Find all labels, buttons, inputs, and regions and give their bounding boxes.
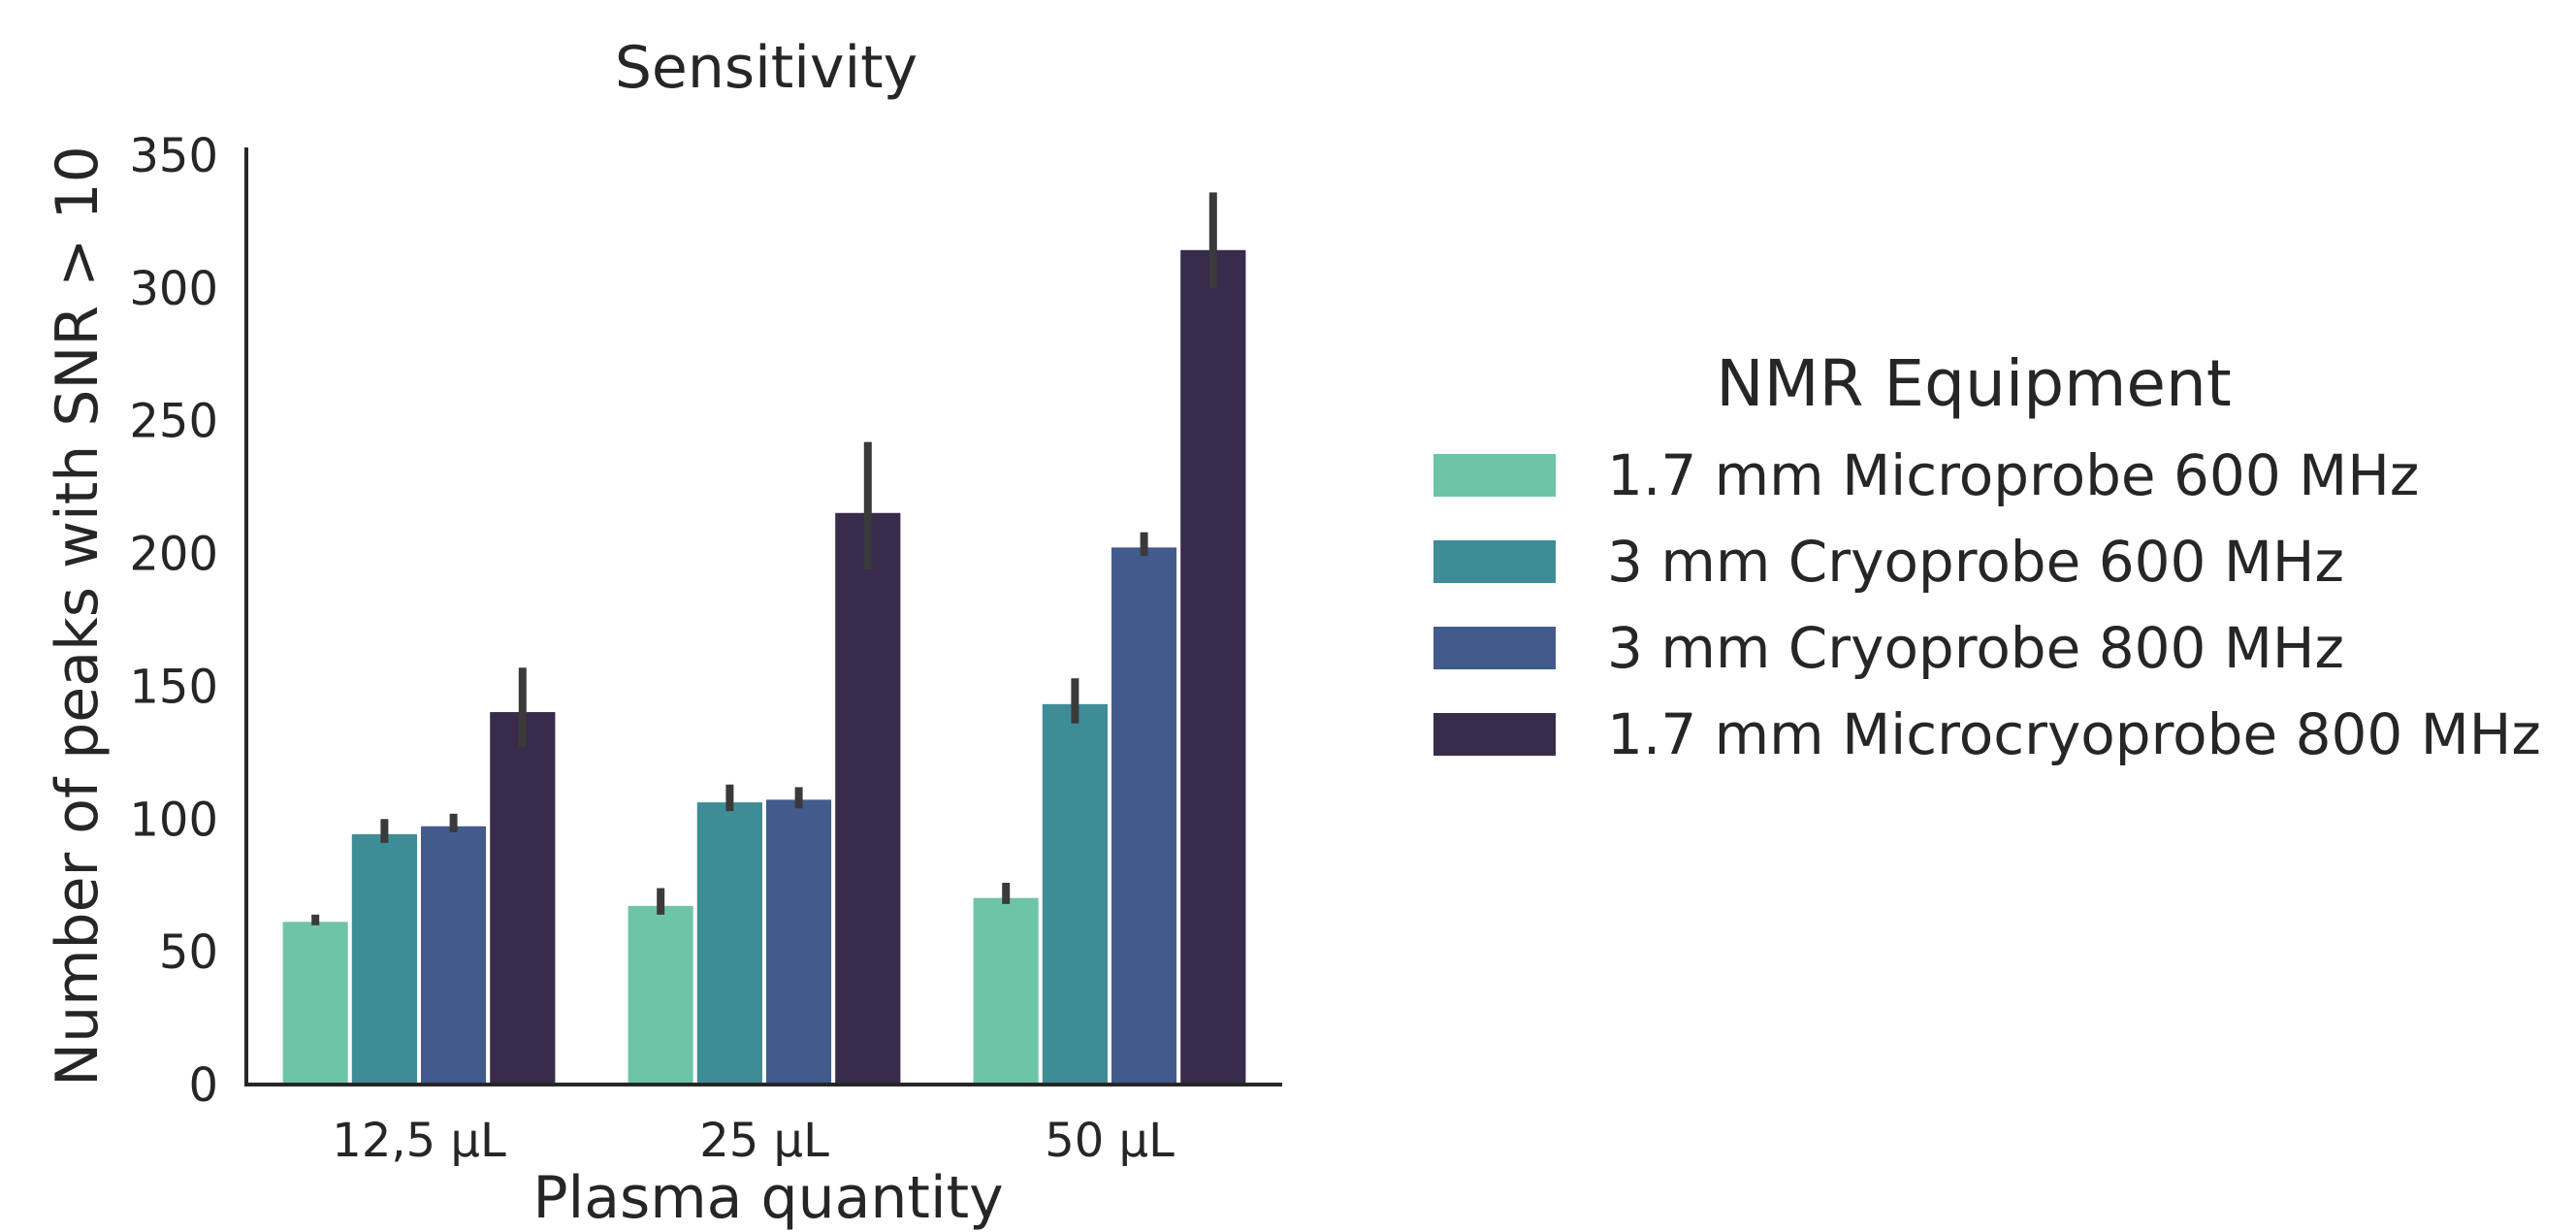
bar (831, 508, 905, 1086)
x-tick-labels: 12,5 µL 25 µL 50 µL (332, 1114, 1175, 1168)
bar (692, 798, 766, 1087)
legend-swatch (1433, 627, 1556, 669)
y-tick-label: 350 (129, 129, 218, 183)
y-axis-label: Number of peaks with SNR > 10 (44, 146, 112, 1086)
x-tick-label: 25 µL (699, 1114, 829, 1168)
bar (417, 822, 491, 1086)
y-tick-labels: 0 50 100 150 200 250 300 350 (129, 129, 218, 1113)
y-tick-label: 100 (129, 793, 218, 847)
bar (1176, 245, 1250, 1087)
x-axis-label: Plasma quantity (532, 1164, 1003, 1232)
x-tick-label: 50 µL (1045, 1114, 1175, 1168)
bar (1038, 699, 1112, 1086)
y-tick-label: 250 (129, 395, 218, 449)
legend-title: NMR Equipment (1716, 346, 2231, 421)
bar (624, 901, 697, 1086)
bar (278, 918, 352, 1086)
legend-swatch (1433, 540, 1556, 583)
y-tick-label: 50 (159, 925, 218, 980)
chart-title: Sensitivity (615, 34, 918, 102)
bar (969, 893, 1043, 1086)
legend-swatch (1433, 454, 1556, 497)
bars-group (278, 245, 1250, 1087)
y-tick-label: 200 (129, 528, 218, 582)
x-tick-label: 12,5 µL (332, 1114, 506, 1168)
legend-label: 3 mm Cryoprobe 800 MHz (1607, 615, 2344, 681)
y-tick-label: 0 (188, 1058, 218, 1113)
legend-label: 1.7 mm Microcryoprobe 800 MHz (1607, 701, 2541, 767)
bar (486, 708, 560, 1086)
legend: NMR Equipment 1.7 mm Microprobe 600 MHz 3… (1433, 346, 2541, 767)
legend-label: 1.7 mm Microprobe 600 MHz (1607, 442, 2419, 508)
legend-items: 1.7 mm Microprobe 600 MHz 3 mm Cryoprobe … (1433, 442, 2541, 767)
bar (347, 829, 421, 1086)
legend-swatch (1433, 713, 1556, 756)
y-tick-label: 300 (129, 262, 218, 316)
bar (1108, 543, 1181, 1086)
legend-label: 3 mm Cryoprobe 600 MHz (1607, 529, 2344, 595)
bar (762, 795, 836, 1086)
y-tick-label: 150 (129, 660, 218, 714)
error-bars-group (311, 192, 1217, 925)
